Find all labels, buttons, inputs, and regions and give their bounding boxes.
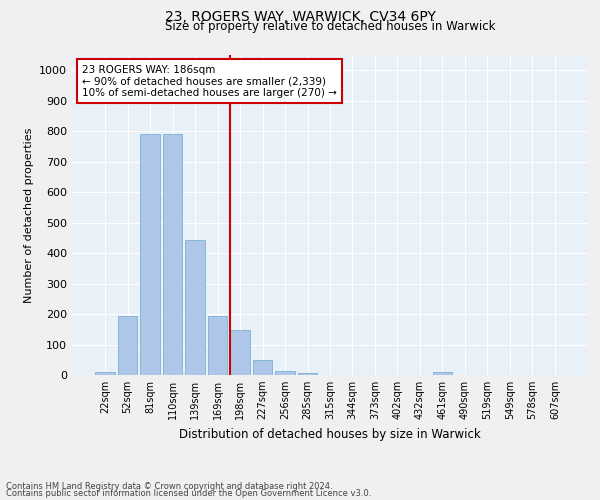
Bar [208, 316, 227, 375]
Text: Contains public sector information licensed under the Open Government Licence v3: Contains public sector information licen… [6, 489, 371, 498]
Bar [185, 240, 205, 375]
Bar [433, 372, 452, 375]
Bar [230, 330, 250, 375]
Text: 23, ROGERS WAY, WARWICK, CV34 6PY: 23, ROGERS WAY, WARWICK, CV34 6PY [164, 10, 436, 24]
Text: Contains HM Land Registry data © Crown copyright and database right 2024.: Contains HM Land Registry data © Crown c… [6, 482, 332, 491]
Bar [253, 360, 272, 375]
Bar [118, 316, 137, 375]
Bar [140, 134, 160, 375]
Text: 23 ROGERS WAY: 186sqm
← 90% of detached houses are smaller (2,339)
10% of semi-d: 23 ROGERS WAY: 186sqm ← 90% of detached … [82, 64, 337, 98]
Title: Size of property relative to detached houses in Warwick: Size of property relative to detached ho… [165, 20, 495, 33]
Y-axis label: Number of detached properties: Number of detached properties [23, 128, 34, 302]
Bar [95, 372, 115, 375]
X-axis label: Distribution of detached houses by size in Warwick: Distribution of detached houses by size … [179, 428, 481, 440]
Bar [298, 372, 317, 375]
Bar [275, 372, 295, 375]
Bar [163, 134, 182, 375]
